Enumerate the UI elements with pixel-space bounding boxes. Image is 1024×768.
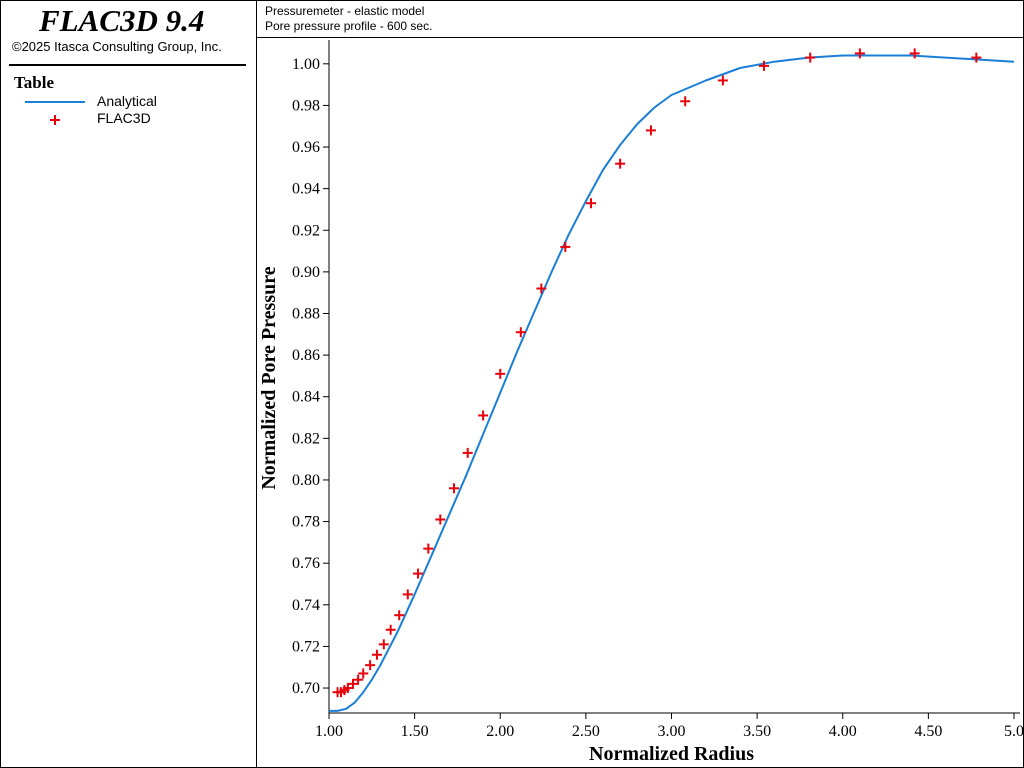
legend-panel: FLAC3D 9.4 ©2025 Itasca Consulting Group…	[0, 0, 257, 768]
app-title: FLAC3D 9.4	[39, 3, 205, 38]
data-point	[385, 624, 396, 635]
y-tick-label: 0.70	[292, 680, 320, 697]
legend-divider	[9, 64, 246, 66]
data-point	[586, 198, 597, 209]
x-tick-label: 4.00	[829, 723, 857, 740]
y-tick-label: 0.98	[292, 97, 320, 114]
y-tick-label: 0.92	[292, 222, 320, 239]
data-point	[478, 410, 489, 421]
y-tick-label: 0.80	[292, 472, 320, 489]
y-tick-label: 0.74	[292, 597, 320, 614]
data-point	[342, 683, 353, 694]
data-point	[615, 158, 626, 169]
plot-area: 1.00 1.50 2.00 2.50 3.00 3.50 4.00 4.50 5.0 0.70 0…	[256, 37, 1024, 768]
x-tick-label: 3.50	[743, 723, 771, 740]
y-tick-label: 0.78	[292, 514, 320, 531]
data-point	[435, 514, 446, 525]
series-line-analytical	[329, 54, 1015, 712]
y-tick-label: 0.88	[292, 305, 320, 322]
y-axis-title: Normalized Pore Pressure	[258, 266, 280, 489]
y-tick-label: 0.72	[292, 638, 320, 655]
header-line-2: Pore pressure profile - 600 sec.	[265, 19, 433, 33]
axes: 1.00 1.50 2.00 2.50 3.00 3.50 4.00 4.50 5.0 0.70 0…	[258, 40, 1023, 765]
data-point	[680, 96, 691, 107]
x-tick-label: 2.00	[486, 723, 514, 740]
legend-line-swatch	[25, 101, 85, 103]
data-point	[560, 241, 571, 252]
x-tick-label: 1.50	[401, 723, 429, 740]
x-tick-label: 4.50	[914, 723, 942, 740]
data-point	[413, 568, 424, 579]
data-point	[971, 52, 982, 63]
plot-header: Pressuremeter - elastic model Pore press…	[256, 0, 1024, 38]
series-points-flac3d	[332, 48, 982, 698]
data-point	[717, 75, 728, 86]
legend-plus-swatch	[50, 115, 60, 125]
data-point	[353, 674, 364, 685]
data-point	[645, 125, 656, 136]
legend-label-flac3d: FLAC3D	[97, 110, 151, 126]
data-point	[536, 283, 547, 294]
copyright-text: ©2025 Itasca Consulting Group, Inc.	[12, 39, 222, 54]
data-point	[805, 52, 816, 63]
data-point	[358, 668, 369, 679]
chart: 1.00 1.50 2.00 2.50 3.00 3.50 4.00 4.50 5.0 0.70 0…	[258, 40, 1023, 765]
data-point	[909, 48, 920, 59]
x-tick-label: 5.0	[1004, 723, 1023, 740]
data-point	[515, 327, 526, 338]
x-tick-label: 2.50	[572, 723, 600, 740]
x-tick-label: 1.00	[315, 723, 343, 740]
data-point	[378, 639, 389, 650]
y-tick-label: 0.86	[292, 347, 320, 364]
y-tick-label: 1.00	[292, 56, 320, 73]
data-point	[495, 368, 506, 379]
data-point	[365, 660, 376, 671]
y-tick-label: 0.90	[292, 264, 320, 281]
data-point	[371, 649, 382, 660]
data-point	[758, 60, 769, 71]
legend-title: Table	[14, 73, 55, 92]
y-tick-label: 0.84	[292, 389, 320, 406]
y-tick-label: 0.82	[292, 430, 320, 447]
y-tick-label: 0.96	[292, 139, 320, 156]
data-point	[347, 678, 358, 689]
series-layer	[329, 48, 1015, 712]
data-point	[462, 447, 473, 458]
legend-label-analytical: Analytical	[97, 93, 157, 109]
y-tick-label: 0.94	[292, 181, 320, 198]
data-point	[394, 610, 405, 621]
data-point	[402, 589, 413, 600]
x-tick-label: 3.00	[658, 723, 686, 740]
y-tick-label: 0.76	[292, 555, 320, 572]
data-point	[449, 483, 460, 494]
data-point	[854, 48, 865, 59]
data-point	[423, 543, 434, 554]
x-axis-title: Normalized Radius	[589, 743, 754, 765]
header-line-1: Pressuremeter - elastic model	[265, 4, 425, 18]
